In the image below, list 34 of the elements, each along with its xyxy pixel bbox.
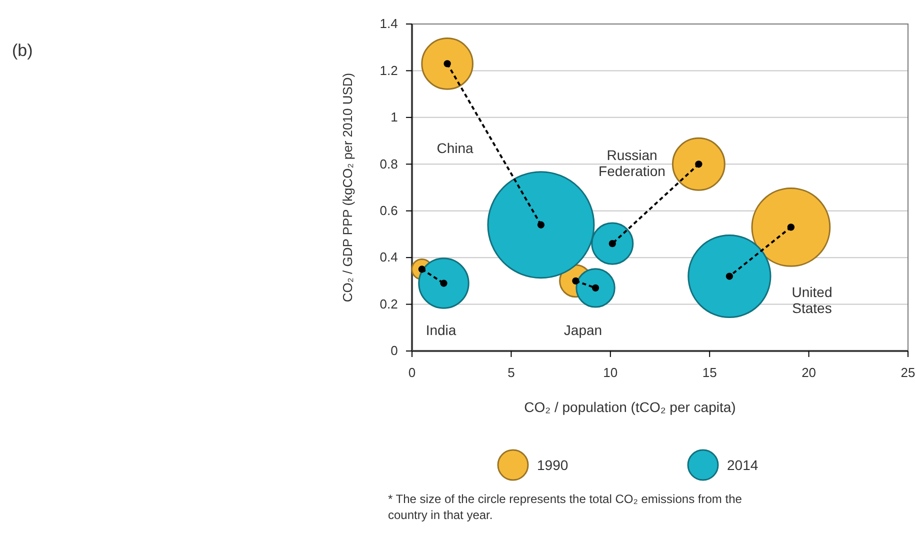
x-tick-label: 5 [508,364,515,380]
annotation: United States [792,284,832,316]
x-tick-label: 20 [802,364,816,380]
text: * The size of the circle represents the total CO₂ emissions from the country in that year. [388,492,742,522]
y-tick-label: 0.4 [380,250,398,265]
y-tick-label: 1.2 [380,62,398,78]
y-tick-label: 1.4 [380,16,398,32]
x-tick-label: 0 [408,364,416,380]
y-tick-label: 1 [390,110,398,125]
annotation: India [426,322,456,338]
legend-label: 2014 [727,457,758,473]
point [537,221,545,228]
y-tick-label: 0.8 [380,156,398,172]
x-axis-title: CO₂ / population (tCO₂ per capita) [524,399,736,415]
annotation: Russian Federation [598,146,666,179]
y-tick-label: 0.2 [380,296,398,312]
y-tick-label: 0 [390,343,398,358]
point [444,60,451,68]
point [440,280,448,287]
point [787,224,795,231]
annotation: Japan [564,322,602,338]
text: (b) [12,41,33,60]
point [695,160,702,168]
legend-label: 1990 [537,457,568,473]
point [572,277,580,284]
x-tick-label: 15 [702,364,717,380]
point [608,240,616,248]
y-tick-label: 0.6 [380,203,398,218]
point [726,272,734,280]
x-tick-label: 10 [603,364,618,380]
x-tick-label: 25 [900,364,916,380]
point [592,284,600,292]
y-axis-title: CO₂ / GDP PPP (kgCO₂ per 2010 USD) [340,72,355,302]
annotation: China [436,140,474,156]
